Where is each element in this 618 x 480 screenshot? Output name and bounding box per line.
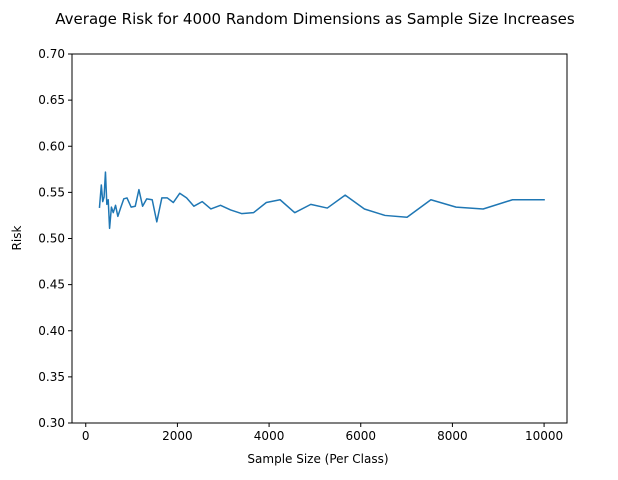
y-tick-label: 0.65 [38,93,65,107]
x-tick-label: 10000 [525,429,563,443]
y-tick-label: 0.45 [38,278,65,292]
x-axis-ticks: 0 2000 4000 6000 8000 10000 [82,423,563,443]
x-axis-label: Sample Size (Per Class) [247,452,388,466]
x-tick-label: 2000 [162,429,193,443]
y-axis-ticks: 0.30 0.35 0.40 0.45 0.50 0.55 0.60 0.65 0.70 [38,47,72,430]
series-layer [99,172,544,228]
x-tick-label: 8000 [437,429,468,443]
y-tick-label: 0.60 [38,139,65,153]
chart-title: Average Risk for 4000 Random Dimensions … [55,10,575,28]
y-tick-label: 0.35 [38,370,65,384]
y-axis-label: Risk [10,226,24,251]
plot-frame [72,54,567,423]
series-line [100,172,545,228]
x-tick-label: 6000 [345,429,376,443]
x-tick-label: 4000 [254,429,285,443]
y-tick-label: 0.70 [38,47,65,61]
y-tick-label: 0.30 [38,416,65,430]
x-tick-label: 0 [82,429,90,443]
y-tick-label: 0.55 [38,185,65,199]
y-tick-label: 0.50 [38,232,65,246]
y-tick-label: 0.40 [38,324,65,338]
